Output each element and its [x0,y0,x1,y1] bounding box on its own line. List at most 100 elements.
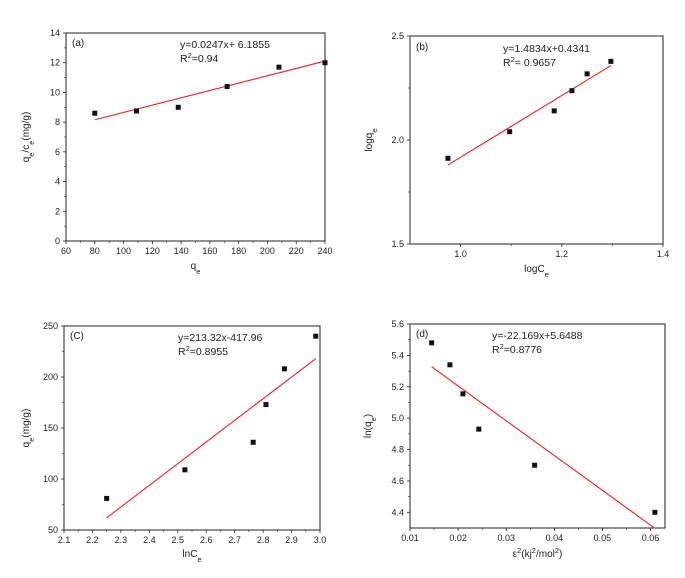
r2-value: = 0.9657 [515,57,556,69]
data-point [281,366,287,372]
r-squared: R2=0.94 [180,51,218,66]
y-tick-label: 1.5 [391,239,404,249]
label-segment: ) [363,414,374,417]
fit-line [431,366,656,529]
y-axis-label: ln(qe) [363,414,378,438]
x-tick-label: 100 [116,246,131,256]
fit-equation: y=0.0247x+ 6.1855 [180,39,270,51]
data-point [447,362,453,368]
x-tick-label: 0.03 [497,533,515,543]
chart-panel-d: 0.01 0.02 0.03 0.04 0.05 0.06 4.4 4.6 4.8 5.0 5.2 5… [363,319,666,561]
data-point [263,402,269,408]
data-point [584,71,590,77]
r2-sup: 2 [500,342,504,351]
data-point [476,426,482,432]
label-segment: (mg/g) [21,112,32,141]
label-segment: ) [559,549,562,560]
chart-panel-c: 2.1 2.2 2.3 2.4 2.5 2.6 2.7 2.8 2.9 3.0 50 100 150 20… [21,321,326,564]
y-tick-label: 2.0 [391,135,404,145]
y-tick-label: 200 [43,372,58,382]
data-point [175,104,181,110]
x-tick-label: 0.02 [449,533,467,543]
x-tick-label: 3.0 [314,535,327,545]
data-point [608,58,614,64]
data-point [507,129,513,135]
x-tick-label: 2.9 [285,535,298,545]
r2-value: =0.8955 [190,346,228,358]
data-point [250,439,256,445]
label-segment: /c [21,145,32,153]
r2-base: R [180,53,188,65]
x-tick-label: 2.3 [115,535,128,545]
x-axis-label: lnCe [182,549,201,564]
x-tick-label: 2.4 [143,535,156,545]
x-tick-label: 200 [260,246,275,256]
fit-equation: y=213.32x-417.96 [178,332,263,344]
r2-sup: 2 [186,344,190,353]
y-tick-label: 5.6 [391,319,404,329]
x-tick-label: 60 [61,246,71,256]
label-segment: q [21,157,32,163]
y-tick-label: 100 [43,474,58,484]
y-tick-label: 5.4 [391,350,404,360]
data-point [460,391,466,397]
y-tick-label: 6 [55,147,60,157]
fit-equation: y=1.4834x+0.4341 [503,43,590,55]
label-segment: q [21,442,32,448]
label-segment: /mol [536,549,555,560]
data-point [313,333,319,339]
r-squared: R2=0.8955 [178,344,228,359]
data-point [134,108,140,114]
y-tick-label: 2.5 [391,31,404,41]
y-tick-label: 5.2 [391,382,404,392]
x-axis-label: ε2(kj2/mol2) [513,546,563,561]
x-tick-label: 2.6 [200,535,213,545]
x-tick-label: 2.5 [172,535,185,545]
data-point [276,64,282,70]
label-segment: logq [364,133,375,152]
label-segment: 2 [555,546,559,555]
label-segment: e [27,153,36,157]
x-tick-label: 0.05 [594,533,612,543]
data-point [569,88,575,94]
x-tick-label: 140 [174,246,189,256]
data-point [551,108,557,114]
x-axis-label: logCe [524,264,549,279]
y-tick-label: 0 [55,236,60,246]
r2-base: R [492,344,500,356]
y-tick-label: 8 [55,117,60,127]
x-tick-label: 0.01 [401,533,419,543]
chart-panel-b: 1.0 1.2 1.41.52.02.5(b) y=1.4834x+0.4341R2=… [364,31,669,279]
panel-label: (a) [72,38,84,49]
fit-line [106,358,317,519]
r2-base: R [503,57,511,69]
label-segment: e [196,267,200,276]
y-tick-label: 4.6 [391,476,404,486]
data-point [445,155,451,161]
label-segment: e [545,270,549,279]
r2-base: R [178,346,186,358]
panel-label: (d) [416,329,428,340]
y-tick-label: 5.0 [391,413,404,423]
x-tick-label: 220 [289,246,304,256]
x-tick-label: 160 [202,246,217,256]
data-point [532,462,538,468]
x-tick-label: 2.2 [86,535,99,545]
y-tick-label: 10 [50,87,60,97]
y-tick-label: 150 [43,423,58,433]
r2-value: =0.8776 [504,344,542,356]
data-point [92,110,98,116]
data-point [429,340,435,346]
y-axis-label: qe(mg/g) [21,409,36,448]
x-tick-label: 0.06 [642,533,660,543]
r-squared: R2=0.8776 [492,342,542,357]
r2-sup: 2 [188,51,192,60]
x-tick-label: 180 [231,246,246,256]
x-axis-label: qe [191,261,201,276]
data-point [652,509,658,515]
y-axis-label: qe/ce(mg/g) [21,112,36,163]
label-segment: 2 [532,546,536,555]
x-tick-label: 2.7 [228,535,241,545]
x-tick-label: 1.4 [657,249,670,259]
